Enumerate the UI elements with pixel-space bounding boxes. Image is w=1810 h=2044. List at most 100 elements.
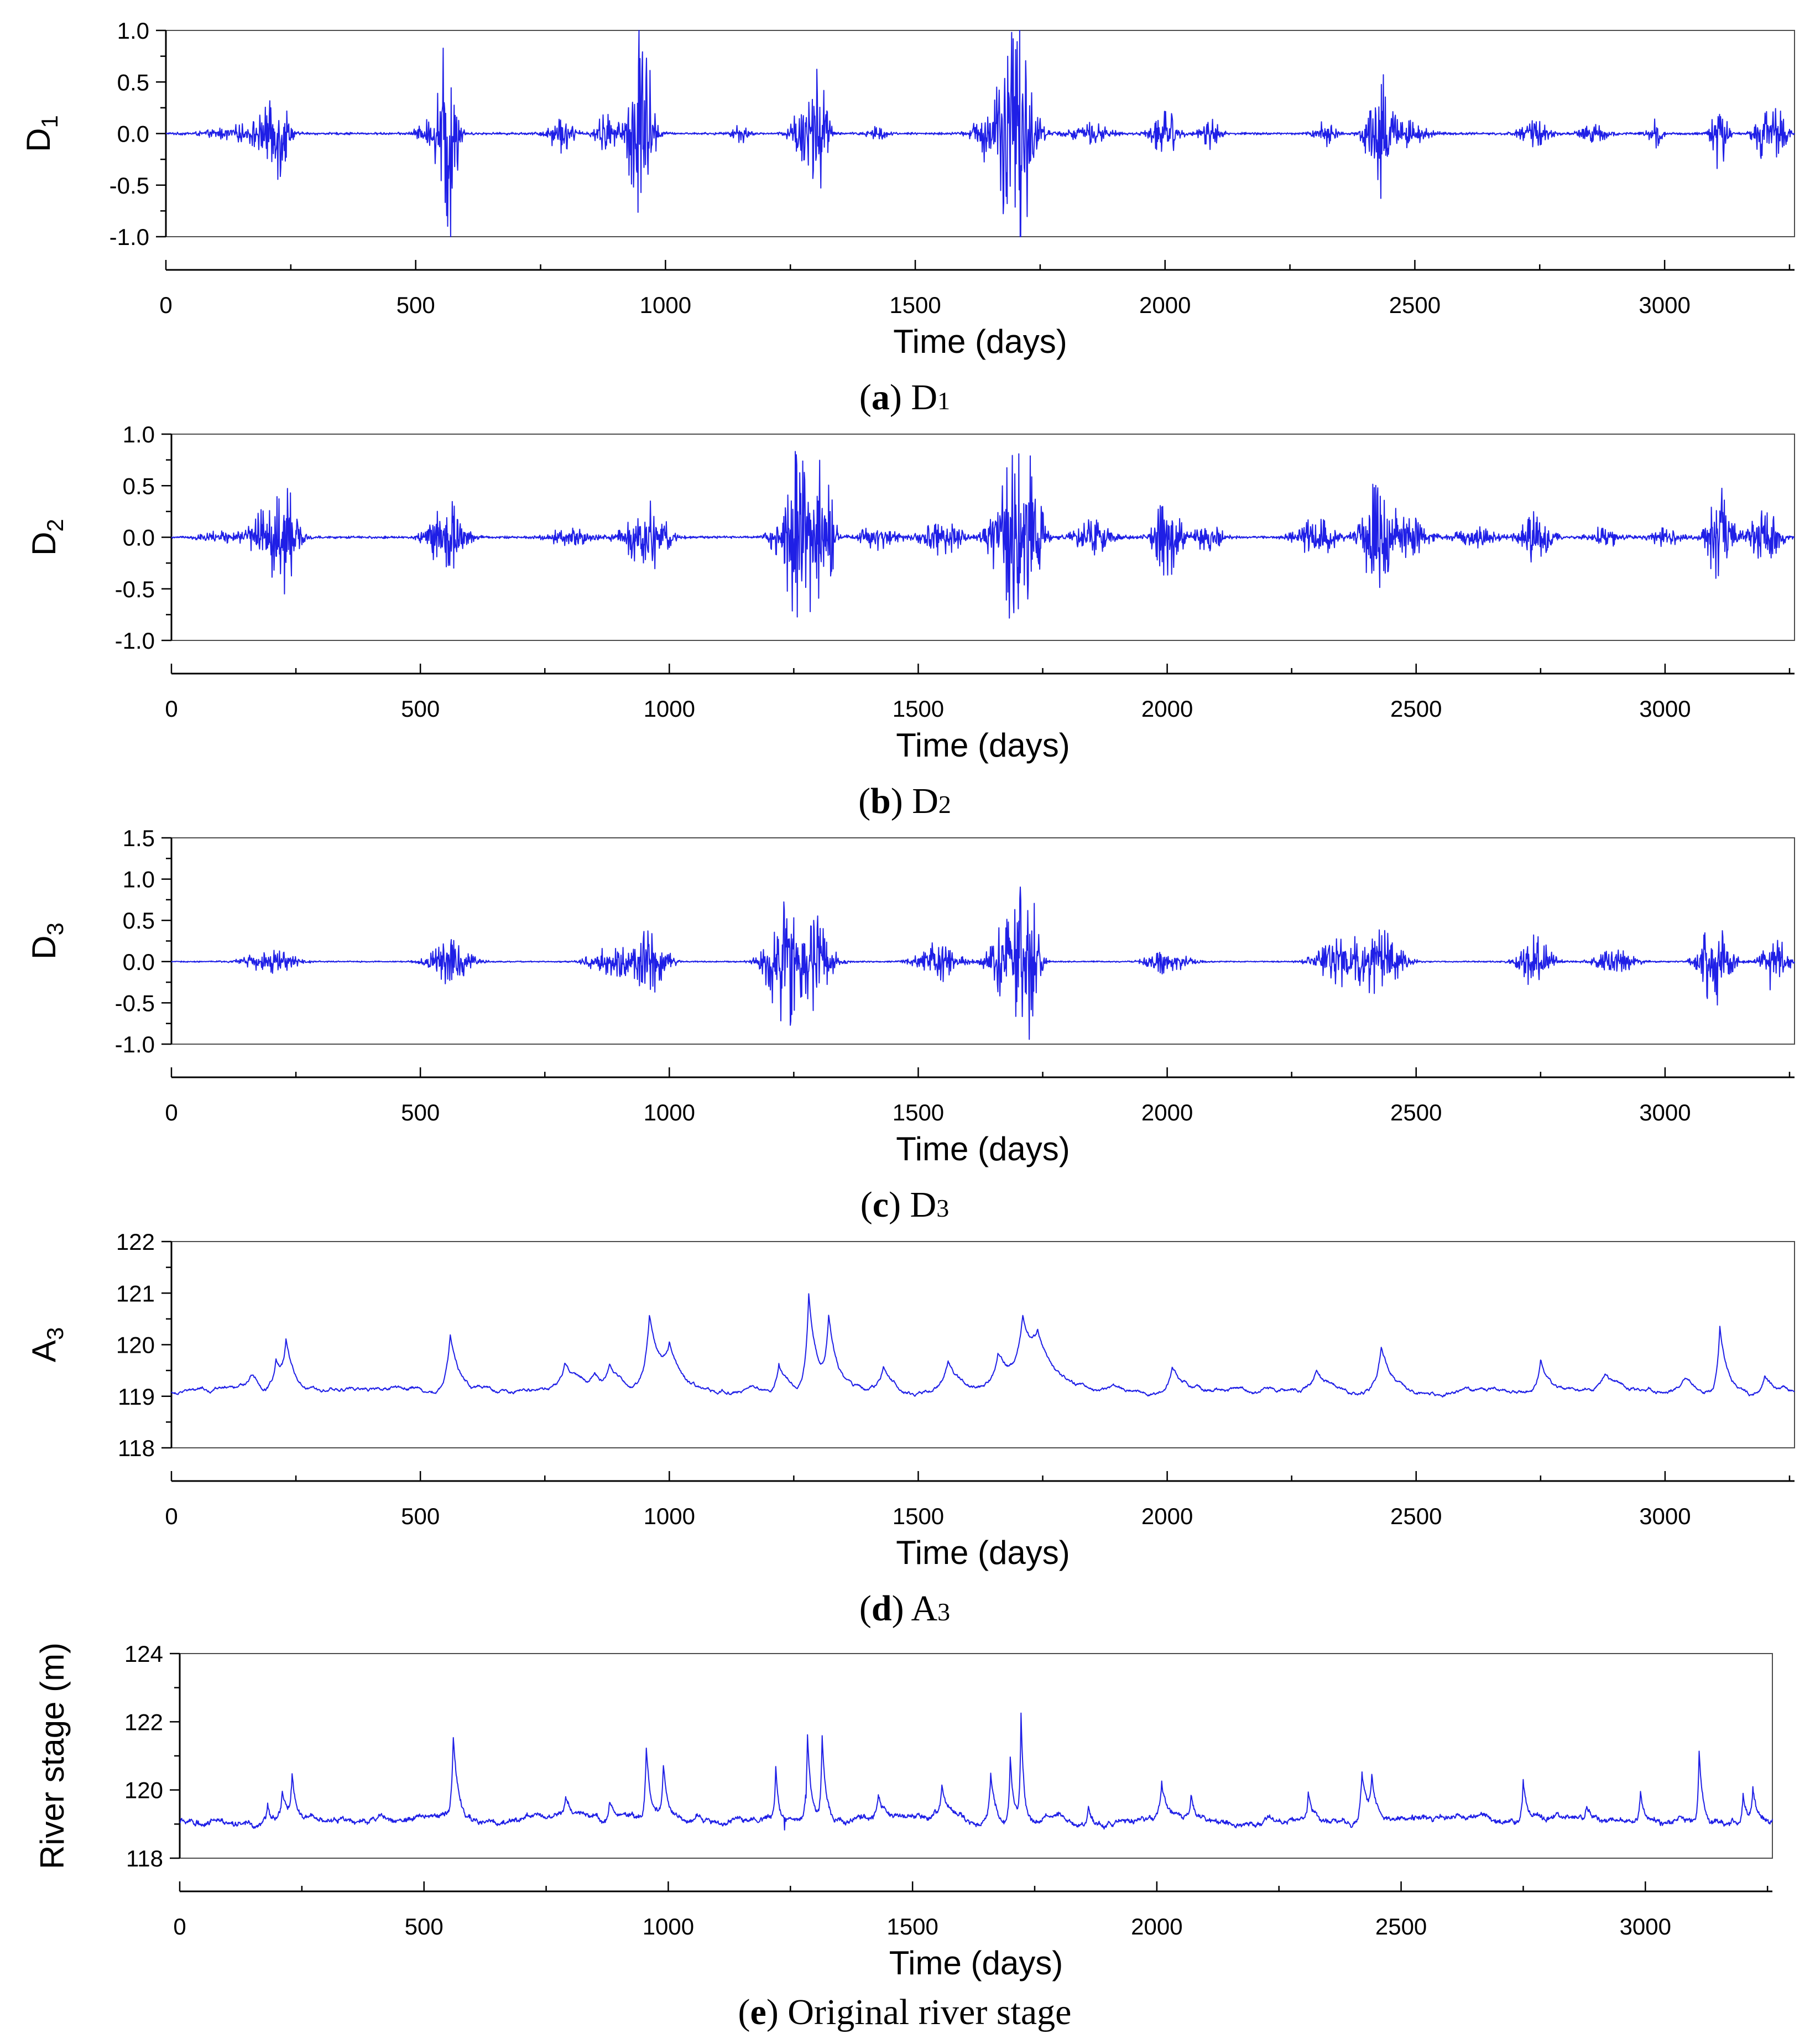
caption-letter: c bbox=[873, 1185, 889, 1225]
y-tick-label: 1.0 bbox=[123, 421, 155, 447]
panel-caption: (a) D1 bbox=[859, 377, 950, 418]
caption-close-paren: ) bbox=[889, 1185, 910, 1225]
x-tick-label: 3000 bbox=[1639, 292, 1690, 318]
x-axis-label: Time (days) bbox=[893, 323, 1067, 360]
x-axis-label: Time (days) bbox=[896, 1534, 1070, 1571]
series-line bbox=[179, 1712, 1773, 1831]
panel-caption: (c) D3 bbox=[860, 1185, 949, 1225]
x-tick-label: 1500 bbox=[893, 1099, 944, 1125]
x-tick-label: 500 bbox=[405, 1913, 444, 1939]
y-axis-label-main: D bbox=[20, 128, 57, 152]
y-axis-label-main: A bbox=[25, 1340, 62, 1362]
caption-close-paren: ) bbox=[890, 377, 911, 418]
caption-open-paren: ( bbox=[860, 1185, 873, 1225]
y-axis-label: A3 bbox=[25, 1327, 68, 1362]
caption-letter: d bbox=[872, 1588, 892, 1629]
x-tick-label: 2500 bbox=[1375, 1913, 1427, 1939]
y-axis-label: D2 bbox=[25, 519, 68, 556]
y-tick-label: -1.0 bbox=[115, 1031, 155, 1057]
y-tick-label: 122 bbox=[116, 1229, 155, 1255]
y-tick-label: 0.0 bbox=[117, 121, 149, 147]
x-tick-label: 500 bbox=[397, 292, 435, 318]
x-tick-label: 2500 bbox=[1389, 292, 1441, 318]
chart-panel-d: 118 119 120 121 122 0 500 1000 1500 2000 2500 3000 T… bbox=[25, 1229, 1795, 1629]
x-tick-label: 1500 bbox=[886, 1913, 938, 1939]
caption-close-paren: ) bbox=[892, 1588, 911, 1629]
x-tick-label: 500 bbox=[401, 1503, 440, 1529]
caption-open-paren: ( bbox=[859, 377, 872, 418]
y-axis-label: D1 bbox=[20, 115, 62, 152]
x-tick-label: 0 bbox=[173, 1913, 186, 1939]
y-tick-label: 118 bbox=[126, 1845, 163, 1871]
caption-subscript: 1 bbox=[937, 387, 950, 415]
plot-frame bbox=[179, 1653, 1773, 1859]
y-tick-label: 121 bbox=[116, 1280, 155, 1306]
y-tick-label: 124 bbox=[124, 1641, 163, 1667]
y-tick-label: -1.0 bbox=[115, 628, 155, 654]
caption-subscript: 3 bbox=[937, 1598, 950, 1626]
caption-open-paren: ( bbox=[858, 781, 870, 821]
x-tick-label: 0 bbox=[159, 292, 172, 318]
x-tick-label: 2000 bbox=[1131, 1913, 1182, 1939]
series-line bbox=[171, 451, 1795, 619]
y-tick-label: 120 bbox=[124, 1777, 163, 1803]
x-axis-label: Time (days) bbox=[889, 1944, 1063, 1982]
y-axis-label-main: D bbox=[25, 532, 62, 556]
y-tick-label: -0.5 bbox=[109, 173, 149, 199]
x-tick-label: 2500 bbox=[1390, 1503, 1442, 1529]
caption-text: D bbox=[912, 781, 938, 821]
y-tick-label: -0.5 bbox=[115, 990, 155, 1016]
y-tick-label: 0.5 bbox=[123, 473, 155, 499]
caption-subscript: 2 bbox=[938, 790, 951, 818]
y-tick-label: 0.0 bbox=[123, 525, 155, 551]
x-tick-label: 2000 bbox=[1141, 1099, 1193, 1125]
x-axis-label: Time (days) bbox=[896, 727, 1070, 764]
y-axis-label: D3 bbox=[25, 922, 68, 960]
caption-close-paren: ) bbox=[891, 781, 912, 821]
panel-caption: (d) A3 bbox=[859, 1588, 950, 1629]
y-tick-label: 0.5 bbox=[123, 908, 155, 934]
plot-frame bbox=[171, 837, 1795, 1045]
y-axis-label-main: D bbox=[25, 936, 62, 960]
series-line bbox=[171, 1293, 1795, 1398]
y-axis-label: River stage (m) bbox=[34, 1642, 71, 1869]
x-tick-label: 1000 bbox=[644, 696, 695, 722]
x-tick-label: 2500 bbox=[1390, 1099, 1442, 1125]
y-tick-label: 119 bbox=[118, 1384, 155, 1410]
y-axis-label-subscript: 2 bbox=[42, 519, 68, 531]
y-axis-label-subscript: 1 bbox=[36, 115, 62, 128]
y-tick-label: 120 bbox=[116, 1332, 155, 1358]
y-axis-label-main: River stage (m) bbox=[34, 1642, 71, 1869]
chart-panel-a: -1.0 -0.5 0.0 0.5 1.0 0 500 1000 1500 2000 2500 300… bbox=[20, 18, 1795, 418]
y-tick-label: 1.0 bbox=[123, 867, 155, 893]
chart-panel-e: 118 120 122 124 0 500 1000 1500 2000 2500 3000 Time… bbox=[34, 1641, 1773, 2032]
series-line bbox=[171, 887, 1795, 1040]
caption-letter: b bbox=[870, 781, 891, 821]
chart-panel-c: -1.0 -0.5 0.0 0.5 1.0 1.5 0 500 1000 1500 2000 2500… bbox=[25, 825, 1795, 1225]
y-tick-label: 0.0 bbox=[123, 949, 155, 975]
y-tick-label: -1.0 bbox=[109, 224, 149, 250]
panel-caption: (e) Original river stage bbox=[738, 1992, 1072, 2032]
x-tick-label: 2000 bbox=[1141, 696, 1193, 722]
x-tick-label: 1000 bbox=[640, 292, 691, 318]
x-tick-label: 500 bbox=[401, 696, 440, 722]
y-axis-label-subscript: 3 bbox=[42, 922, 68, 935]
x-tick-label: 2500 bbox=[1390, 696, 1442, 722]
caption-text: A bbox=[911, 1588, 937, 1629]
x-tick-label: 1000 bbox=[643, 1913, 694, 1939]
caption-text: D bbox=[911, 377, 937, 418]
y-tick-label: -0.5 bbox=[115, 576, 155, 602]
y-tick-label: 1.0 bbox=[117, 18, 149, 44]
y-axis-label-subscript: 3 bbox=[42, 1327, 68, 1340]
caption-subscript: 3 bbox=[936, 1194, 949, 1222]
x-tick-label: 1500 bbox=[893, 1503, 944, 1529]
y-tick-label: 1.5 bbox=[123, 825, 155, 851]
x-tick-label: 2000 bbox=[1139, 292, 1191, 318]
y-tick-label: 0.5 bbox=[117, 69, 149, 95]
x-tick-label: 2000 bbox=[1141, 1503, 1193, 1529]
caption-close-paren: ) bbox=[766, 1992, 787, 2032]
caption-letter: e bbox=[750, 1992, 766, 2032]
panel-caption: (b) D2 bbox=[858, 781, 951, 821]
chart-panel-b: -1.0 -0.5 0.0 0.5 1.0 0 500 1000 1500 2000 2500 300… bbox=[25, 421, 1795, 821]
